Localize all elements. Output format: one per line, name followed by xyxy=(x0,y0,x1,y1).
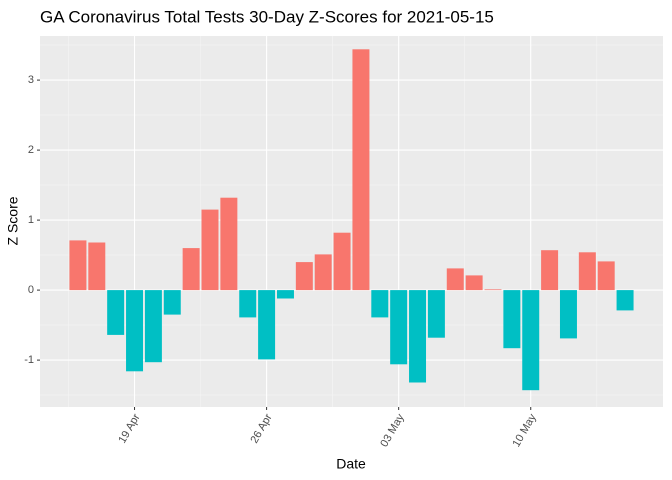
y-tick-label: 1 xyxy=(28,214,34,226)
bar xyxy=(295,262,313,291)
bar xyxy=(201,209,219,291)
bar xyxy=(409,290,427,383)
bar xyxy=(446,268,464,291)
y-tick-label: -1 xyxy=(24,354,34,366)
panel xyxy=(40,36,663,407)
chart-title: GA Coronavirus Total Tests 30-Day Z-Scor… xyxy=(40,7,494,26)
bar xyxy=(352,49,370,291)
bar xyxy=(597,261,615,291)
bar xyxy=(616,290,634,311)
bar xyxy=(427,290,445,338)
y-tick-label: 0 xyxy=(28,284,34,296)
bar xyxy=(88,242,106,291)
y-axis-title: Z Score xyxy=(5,196,21,245)
bar xyxy=(69,240,87,291)
bar xyxy=(522,290,540,391)
y-tick-label: 3 xyxy=(28,74,34,86)
bar xyxy=(484,289,502,291)
bar xyxy=(163,290,181,315)
x-tick-label: 19 Apr xyxy=(116,412,142,446)
x-tick-label: 26 Apr xyxy=(248,412,274,446)
bar xyxy=(276,290,294,299)
bar xyxy=(126,290,144,372)
bar xyxy=(503,290,521,349)
bar xyxy=(182,248,200,291)
bar xyxy=(314,254,332,291)
bar xyxy=(371,290,389,318)
bar xyxy=(258,290,276,360)
bar xyxy=(390,290,408,365)
x-tick-label: 03 May xyxy=(378,412,407,450)
x-axis-title: Date xyxy=(336,456,366,472)
x-tick-label: 10 May xyxy=(510,412,539,450)
bar xyxy=(465,275,483,291)
bar xyxy=(541,250,559,291)
bar xyxy=(239,290,257,318)
bar xyxy=(333,232,351,291)
bar xyxy=(578,252,596,291)
bar xyxy=(107,290,125,335)
y-tick-label: 2 xyxy=(28,144,34,156)
bar xyxy=(220,197,238,291)
bar xyxy=(144,290,162,363)
bar xyxy=(559,290,577,339)
